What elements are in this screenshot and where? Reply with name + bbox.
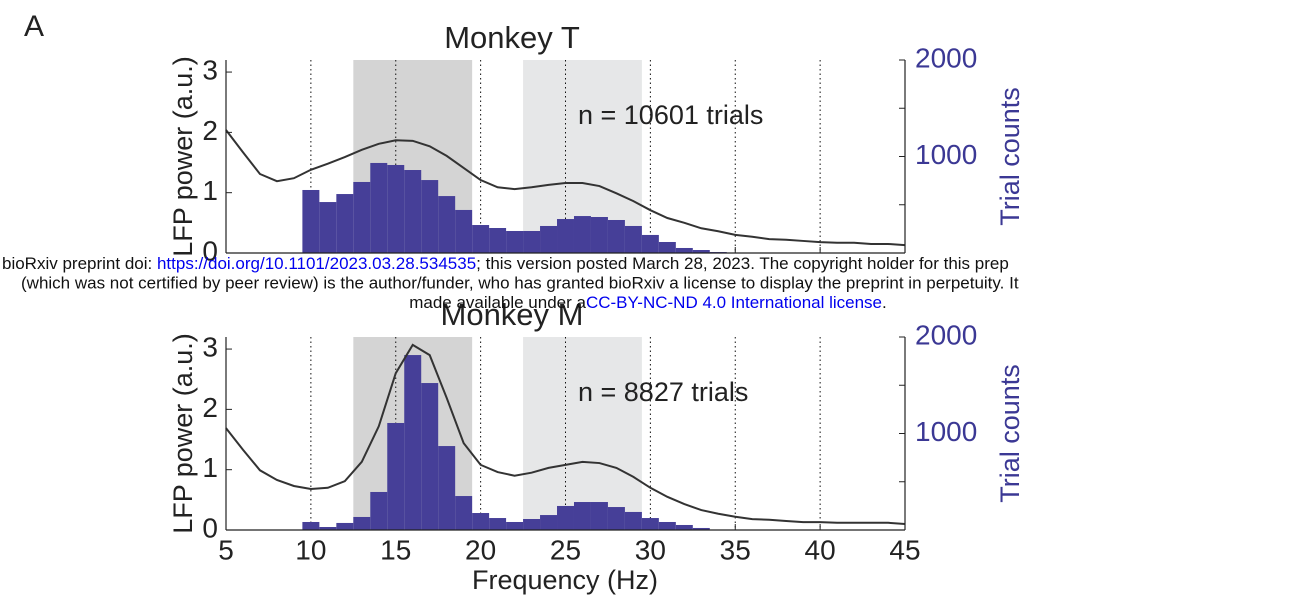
panel-label: A <box>24 10 44 43</box>
histogram-bar <box>523 518 541 530</box>
x-tick-label: 30 <box>635 534 666 565</box>
x-tick-label: 5 <box>218 534 234 565</box>
histogram-bar <box>353 181 371 253</box>
histogram-bar <box>387 422 405 530</box>
y2-tick-label: 2000 <box>915 42 977 73</box>
histogram-bar <box>607 219 625 253</box>
histogram-bar <box>387 164 405 253</box>
y-tick-label: 1 <box>202 175 218 206</box>
x-tick-label: 20 <box>465 534 496 565</box>
x-tick-label: 35 <box>720 534 751 565</box>
histogram-bar <box>421 383 439 530</box>
histogram-bar <box>607 507 625 530</box>
histogram-bar <box>370 491 388 530</box>
watermark-text: bioRxiv preprint doi: <box>2 254 157 273</box>
y-tick-label: 0 <box>202 512 218 543</box>
histogram-bar <box>472 513 490 530</box>
watermark-line: (which was not certified by peer review)… <box>21 273 1019 292</box>
histogram-bar <box>319 202 337 253</box>
y-tick-label: 3 <box>202 331 218 362</box>
y-axis-label: LFP power (a.u.) <box>168 333 198 534</box>
histogram-bar <box>557 219 574 253</box>
histogram-bar <box>692 250 710 253</box>
histogram-bar <box>302 521 320 530</box>
x-tick-label: 15 <box>380 534 411 565</box>
watermark-line: made available under aCC-BY-NC-ND 4.0 In… <box>409 293 887 312</box>
x-axis-label: Frequency (Hz) <box>472 565 658 595</box>
band <box>523 337 642 530</box>
chart-title: Monkey T <box>444 20 580 55</box>
x-tick-label: 25 <box>550 534 581 565</box>
histogram-bar <box>641 234 659 253</box>
y2-axis-label: Trial counts <box>995 364 1025 503</box>
x-tick-label: 45 <box>889 534 920 565</box>
y2-tick-label: 1000 <box>915 139 977 170</box>
power-line <box>225 343 906 525</box>
y-tick-label: 1 <box>202 452 218 483</box>
histogram-bar <box>455 209 473 253</box>
histogram-bar <box>573 216 591 253</box>
watermark-text: ; this version posted March 28, 2023. Th… <box>476 254 1009 273</box>
watermark-link[interactable]: CC-BY-NC-ND 4.0 International license <box>586 293 882 312</box>
y-tick-label: 0 <box>202 235 218 266</box>
histogram-bar <box>557 505 574 530</box>
histogram-bar <box>455 496 473 530</box>
power-line <box>225 129 906 247</box>
y2-tick-label: 2000 <box>915 319 977 350</box>
annotation: n = 10601 trials <box>578 100 763 130</box>
histogram-bar <box>675 524 693 530</box>
histogram-bar <box>624 511 642 530</box>
histogram-bar <box>438 196 456 253</box>
histogram-bar <box>319 527 337 530</box>
chart-title: Monkey M <box>441 297 584 332</box>
histogram-bar <box>302 189 320 253</box>
histogram-bar <box>370 162 388 253</box>
y2-tick-label: 1000 <box>915 416 977 447</box>
histogram-bar <box>336 522 354 530</box>
histogram-bar <box>641 518 659 530</box>
histogram-bar <box>489 228 507 253</box>
histogram-bar <box>540 225 558 253</box>
histogram-bar <box>353 516 371 530</box>
x-tick-label: 10 <box>295 534 326 565</box>
histogram-bar <box>489 518 507 530</box>
x-tick-label: 40 <box>805 534 836 565</box>
histogram-bar <box>421 180 439 253</box>
histogram-bar <box>438 446 456 530</box>
y-tick-label: 2 <box>202 392 218 423</box>
histogram-bar <box>573 502 591 530</box>
watermark-line: bioRxiv preprint doi: https://doi.org/10… <box>2 254 1009 273</box>
histogram-bar <box>506 230 524 253</box>
histogram-bar <box>590 502 608 530</box>
watermark-text: made available under a <box>409 293 586 312</box>
histogram-bar <box>590 217 608 253</box>
histogram-bar <box>404 170 422 253</box>
histogram-bar <box>658 521 676 530</box>
watermark-text: . <box>882 293 887 312</box>
charts: 0 1 2 3 1000 2000 Monkey T n = 10601 trials LFP … <box>168 20 1025 595</box>
histogram-bar <box>675 247 693 253</box>
histogram-bar <box>624 225 642 253</box>
histogram-bar <box>506 521 524 530</box>
histogram-bar <box>523 230 541 253</box>
y-tick-label: 2 <box>202 115 218 146</box>
histogram-bar <box>658 241 676 253</box>
histogram-bar <box>540 515 558 530</box>
histogram-bar <box>404 355 422 530</box>
histogram-bar <box>336 194 354 253</box>
watermark-link[interactable]: https://doi.org/10.1101/2023.03.28.53453… <box>157 254 476 273</box>
histogram-bar <box>692 527 710 530</box>
y-axis-label: LFP power (a.u.) <box>168 56 198 257</box>
annotation: n = 8827 trials <box>578 377 748 407</box>
y-tick-label: 3 <box>202 54 218 85</box>
histogram-bar <box>472 225 490 253</box>
y2-axis-label: Trial counts <box>995 87 1025 226</box>
